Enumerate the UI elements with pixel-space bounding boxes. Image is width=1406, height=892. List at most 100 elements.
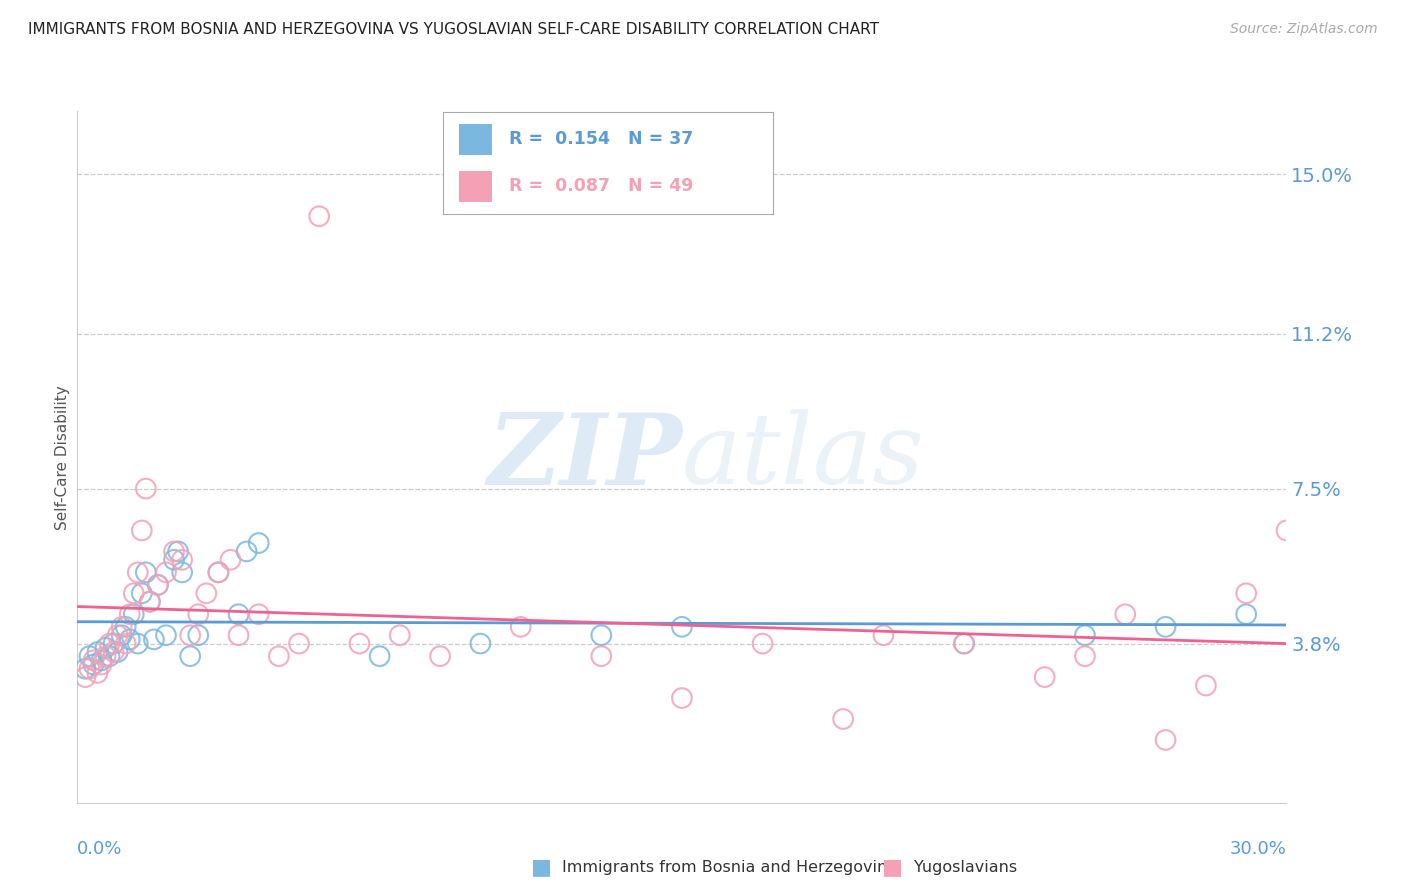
Point [86, 645, 108, 659]
Point [1114, 607, 1136, 622]
Point [79, 649, 101, 664]
Point [349, 637, 371, 651]
Text: ■: ■ [883, 857, 903, 877]
Text: R =  0.154   N = 37: R = 0.154 N = 37 [509, 130, 693, 148]
Point [114, 637, 136, 651]
Bar [460, 171, 492, 202]
Point [75, 662, 97, 676]
Point [146, 578, 169, 592]
Point [207, 566, 229, 580]
Point [219, 553, 242, 567]
Point [98, 637, 121, 651]
Point [139, 595, 162, 609]
Point [228, 607, 250, 622]
Point [953, 637, 976, 651]
Point [1295, 578, 1317, 592]
Point [368, 649, 391, 664]
Point [288, 637, 311, 651]
Point [207, 566, 229, 580]
Point [1154, 620, 1177, 634]
Point [142, 632, 165, 647]
Point [135, 566, 157, 580]
Point [172, 553, 194, 567]
Point [111, 620, 134, 634]
Point [122, 586, 145, 600]
Text: ■: ■ [531, 857, 551, 877]
Point [163, 544, 186, 558]
Point [172, 566, 194, 580]
Point [82, 657, 104, 672]
Point [90, 653, 112, 667]
Point [107, 645, 129, 659]
Point [94, 649, 117, 664]
Point [247, 536, 270, 550]
Text: Source: ZipAtlas.com: Source: ZipAtlas.com [1230, 22, 1378, 37]
Point [1195, 678, 1218, 692]
Point [98, 649, 121, 664]
Point [135, 482, 157, 496]
Point [953, 637, 976, 651]
Text: ZIP: ZIP [486, 409, 682, 506]
Point [1234, 586, 1257, 600]
Point [591, 649, 613, 664]
Y-axis label: Self-Care Disability: Self-Care Disability [55, 384, 70, 530]
Point [388, 628, 411, 642]
Point [82, 653, 104, 667]
Point [90, 657, 112, 672]
Point [75, 670, 97, 684]
Point [591, 628, 613, 642]
Point [179, 649, 201, 664]
Point [509, 620, 531, 634]
Bar [460, 124, 492, 154]
Point [114, 620, 136, 634]
Point [1275, 524, 1298, 538]
Text: 30.0%: 30.0% [1230, 840, 1286, 858]
Point [1033, 670, 1056, 684]
Point [139, 595, 162, 609]
Point [1234, 607, 1257, 622]
Point [832, 712, 855, 726]
Point [187, 607, 209, 622]
Point [118, 607, 141, 622]
Point [1154, 733, 1177, 747]
Point [155, 566, 177, 580]
Point [131, 524, 153, 538]
Point [267, 649, 290, 664]
Point [155, 628, 177, 642]
Point [146, 578, 169, 592]
Point [127, 566, 149, 580]
Point [86, 665, 108, 680]
Point [671, 691, 693, 706]
Text: Yugoslavians: Yugoslavians [914, 860, 1017, 874]
Point [127, 637, 149, 651]
Point [235, 544, 257, 558]
Point [111, 628, 134, 642]
Point [122, 607, 145, 622]
Point [118, 632, 141, 647]
Point [1074, 628, 1097, 642]
Point [79, 662, 101, 676]
Point [94, 640, 117, 655]
Point [228, 628, 250, 642]
Point [187, 628, 209, 642]
Point [163, 553, 186, 567]
Point [308, 209, 330, 223]
Point [671, 620, 693, 634]
Point [1074, 649, 1097, 664]
Point [103, 645, 125, 659]
Point [179, 628, 201, 642]
Text: atlas: atlas [682, 409, 925, 505]
Point [751, 637, 773, 651]
Point [872, 628, 894, 642]
Text: 0.0%: 0.0% [77, 840, 122, 858]
Point [167, 544, 190, 558]
Point [195, 586, 218, 600]
Text: IMMIGRANTS FROM BOSNIA AND HERZEGOVINA VS YUGOSLAVIAN SELF-CARE DISABILITY CORRE: IMMIGRANTS FROM BOSNIA AND HERZEGOVINA V… [28, 22, 879, 37]
Text: R =  0.087   N = 49: R = 0.087 N = 49 [509, 178, 693, 195]
Text: Immigrants from Bosnia and Herzegovina: Immigrants from Bosnia and Herzegovina [562, 860, 897, 874]
Point [103, 637, 125, 651]
Point [470, 637, 492, 651]
Point [429, 649, 451, 664]
Point [107, 628, 129, 642]
Point [247, 607, 270, 622]
